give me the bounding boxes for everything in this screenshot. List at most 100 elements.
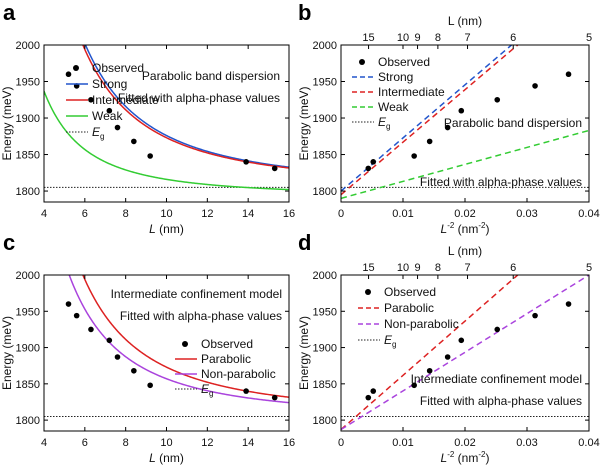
x-tick-label: 12 [201,437,213,449]
y-tick-label: 2000 [313,270,337,282]
data-point [370,159,377,165]
x-tick-label: 6 [82,208,88,220]
panel-d: 1800 1850 1900 1950 2000 0 0.01 0.02 0.03 0.04 15 1… [297,230,600,465]
legend-label: Strong [378,70,413,84]
legend-label: Weak [378,100,409,114]
y-tick-label: 1850 [313,379,337,391]
x-axis-label: L (nm) [149,222,184,236]
series-line-intermediate [341,45,519,196]
legend-marker-observed [365,289,371,295]
legend-label: Parabolic [384,301,434,315]
annotation: Parabolic band dispersion [444,116,582,130]
top-tick-label: 9 [414,32,420,44]
legend-label: Parabolic [201,352,251,366]
data-point [532,312,538,319]
y-tick-label: 1850 [16,379,40,391]
data-point [565,71,572,78]
y-axis-label: Energy (meV) [0,316,14,390]
annotation: Fitted with alpha-phase values [120,309,282,323]
top-tick-label: 7 [464,262,470,274]
x-tick-label: 0 [338,208,344,220]
legend-label: Observed [92,61,144,75]
x-tick-label: 8 [123,208,129,220]
data-point [444,354,451,360]
data-point [65,71,72,78]
legend-label: Non-parabolic [201,367,276,381]
legend-marker-observed [359,59,365,65]
y-tick-label: 1800 [313,186,337,198]
data-point [458,107,465,114]
panel-label: b [298,0,311,25]
data-point [370,388,377,394]
data-point [365,394,372,401]
x-tick-label: 0.03 [516,208,537,220]
y-tick-label: 1850 [16,150,40,162]
y-tick-label: 1950 [16,306,40,318]
plot-area [341,275,589,431]
top-tick-label: 15 [362,32,374,44]
y-tick-label: 1950 [313,306,337,318]
data-point [114,354,121,360]
data-point [243,388,249,394]
y-axis-label: Energy (meV) [297,86,311,160]
data-point [271,394,278,401]
data-point [458,337,465,344]
legend-label: Intermediate [378,85,445,99]
data-point [131,138,137,145]
y-tick-label: 1900 [313,113,337,125]
panel-label: c [3,230,15,255]
top-axis-label: L (nm) [448,14,482,28]
x-tick-label: 0.01 [392,437,413,449]
x-tick-label: 12 [201,208,213,220]
top-tick-label: 10 [397,32,409,44]
y-axis-label: Energy (meV) [0,86,14,160]
series-line-weak [44,90,289,191]
series-line-weak [341,129,589,200]
data-point [131,367,137,374]
x-tick-label: 14 [242,208,254,220]
y-tick-label: 1900 [313,343,337,355]
x-axis-label: L-2 (nm-2) [441,450,490,465]
x-tick-label: 0.02 [454,208,475,220]
panel-label: a [3,0,16,25]
annotation: Fitted with alpha-phase values [420,175,582,189]
y-tick-label: 1950 [313,77,337,89]
data-point [365,165,372,172]
x-tick-label: 0.03 [516,437,537,449]
legend-label: Eg [378,115,390,131]
plot-area [341,45,589,200]
annotation: Intermediate confinement model [111,287,282,301]
top-axis-label: L (nm) [448,244,482,258]
y-tick-label: 1800 [16,415,40,427]
x-tick-label: 0 [338,437,344,449]
data-point [426,138,433,145]
legend-label: Observed [201,337,253,351]
data-point [494,96,501,103]
panel-label: d [298,230,311,255]
data-point [271,165,278,172]
top-tick-label: 10 [397,262,409,274]
y-tick-label: 1850 [313,150,337,162]
data-point [565,301,572,307]
data-point [411,153,417,159]
top-tick-label: 15 [362,262,374,274]
data-point [147,382,153,389]
legend-marker-observed [73,65,79,71]
legend-label: Intermediate [92,93,159,107]
legend-label: Observed [384,285,436,299]
data-point [147,153,153,159]
x-tick-label: 10 [160,208,172,220]
series-line-non-parabolic [341,275,589,431]
data-point [73,312,80,319]
x-tick-label: 8 [123,437,129,449]
top-tick-label: 8 [435,32,441,44]
plot-area [44,275,289,417]
data-point [411,382,417,389]
top-tick-label: 5 [586,32,592,44]
x-tick-label: 0.02 [454,437,475,449]
y-tick-label: 2000 [313,40,337,52]
legend-label: Strong [92,77,127,91]
